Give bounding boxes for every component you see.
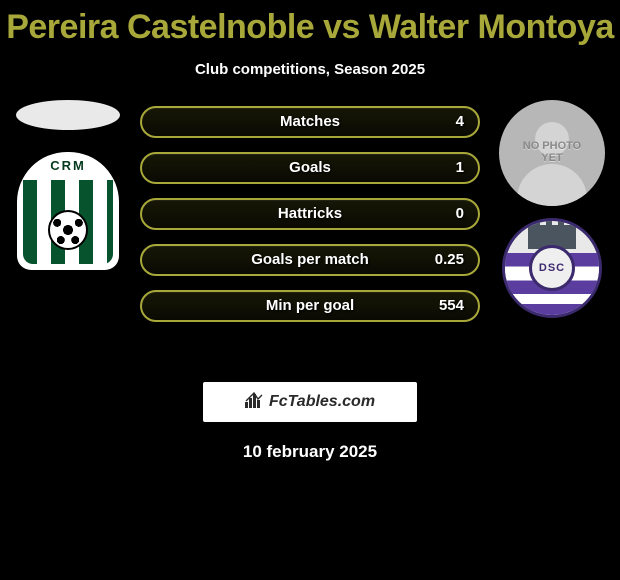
stat-label: Hattricks: [142, 200, 478, 228]
right-club-crest: DSC: [502, 218, 602, 318]
stat-label: Goals per match: [142, 246, 478, 274]
stat-right-value: 554: [439, 292, 464, 320]
branding-box[interactable]: FcTables.com: [203, 382, 417, 422]
bar-chart-icon: [245, 392, 263, 413]
no-photo-label: NO PHOTO YET: [499, 140, 605, 164]
page-title: Pereira Castelnoble vs Walter Montoya: [0, 0, 620, 47]
right-club-code: DSC: [529, 245, 575, 291]
stat-right-value: 1: [456, 154, 464, 182]
page-subtitle: Club competitions, Season 2025: [0, 61, 620, 78]
stat-label: Min per goal: [142, 292, 478, 320]
left-player-column: CRM: [8, 100, 128, 270]
left-club-code: CRM: [17, 158, 119, 173]
footer-date: 10 february 2025: [0, 442, 620, 462]
comparison-card: Pereira Castelnoble vs Walter Montoya Cl…: [0, 0, 620, 580]
stats-bars: Matches 4 Goals 1 Hattricks 0 Goals per …: [140, 106, 480, 336]
stat-row-goals-per-match: Goals per match 0.25: [140, 244, 480, 276]
soccer-ball-icon: [48, 210, 88, 250]
stat-row-goals: Goals 1: [140, 152, 480, 184]
stat-right-value: 4: [456, 108, 464, 136]
left-club-crest: CRM: [17, 152, 119, 270]
main-area: CRM NO PHOTO YET DSC: [0, 106, 620, 366]
stat-row-min-per-goal: Min per goal 554: [140, 290, 480, 322]
stat-right-value: 0.25: [435, 246, 464, 274]
stat-label: Goals: [142, 154, 478, 182]
branding-text: FcTables.com: [269, 393, 375, 411]
right-player-column: NO PHOTO YET DSC: [492, 100, 612, 318]
right-player-photo-placeholder: NO PHOTO YET: [499, 100, 605, 206]
stat-row-matches: Matches 4: [140, 106, 480, 138]
stat-label: Matches: [142, 108, 478, 136]
left-player-photo-placeholder: [16, 100, 120, 130]
stat-right-value: 0: [456, 200, 464, 228]
stat-row-hattricks: Hattricks 0: [140, 198, 480, 230]
